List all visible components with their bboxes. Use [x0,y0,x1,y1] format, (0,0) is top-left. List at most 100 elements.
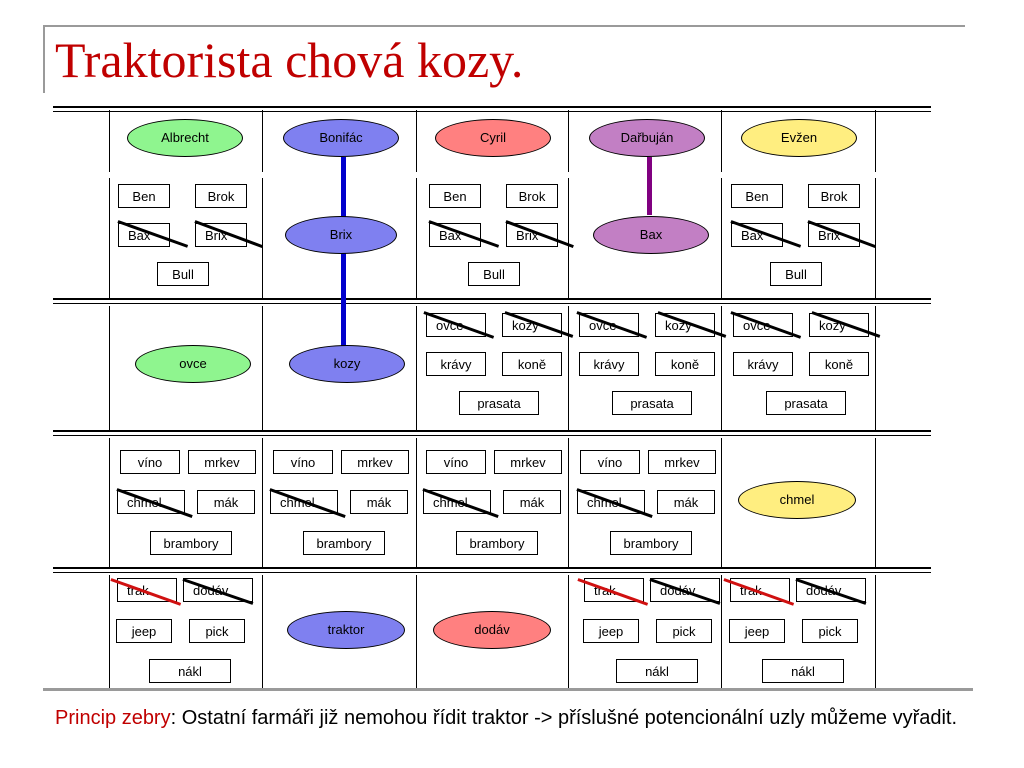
crop-brambory-darbujan: brambory [610,531,692,555]
farmer-0: Albrecht [127,119,243,157]
column-line-5-4 [875,575,876,690]
crop-vino-cyril: víno [426,450,486,474]
crop-mak-darbujan: mák [657,490,715,514]
crop-mak-bonifac: mák [350,490,408,514]
caption-highlight: Princip zebry [55,707,171,729]
animal-prasata-cyril: prasata [459,391,539,415]
column-line-4-0 [721,110,722,172]
assigned-chmel: chmel [738,481,856,519]
crop-mrkev-cyril: mrkev [494,450,562,474]
column-line-0-4 [109,575,110,690]
assigned-brix: Brix [285,216,397,254]
assigned-bax: Bax [593,216,709,254]
link-bonifac-brix [341,157,346,219]
caption-text: : Ostatní farmáři již nemohou řídit trak… [170,707,958,729]
dog-bull-albrecht: Bull [157,262,209,286]
column-line-2-1 [416,178,417,300]
dog-brok-albrecht: Brok [195,184,247,208]
dog-ben-albrecht: Ben [118,184,170,208]
animal-ovce-darbujan: ovce [579,313,639,337]
dog-bull-cyril: Bull [468,262,520,286]
dog-brok-cyril: Brok [506,184,558,208]
column-line-5-3 [875,438,876,569]
animal-kravy-darbujan: krávy [579,352,639,376]
column-line-2-4 [416,575,417,690]
crop-mak-albrecht: mák [197,490,255,514]
animal-kozy-evzen: kozy [809,313,869,337]
animal-kozy-cyril: kozy [502,313,562,337]
column-line-3-4 [568,575,569,690]
vehicle-jeep-evzen: jeep [729,619,785,643]
animal-kone-cyril: koně [502,352,562,376]
vehicle-nakl-albrecht: nákl [149,659,231,683]
column-line-1-3 [262,438,263,569]
dog-brok-evzen: Brok [808,184,860,208]
column-line-5-0 [875,110,876,172]
animal-kone-darbujan: koně [655,352,715,376]
crop-vino-darbujan: víno [580,450,640,474]
column-line-3-0 [568,110,569,172]
column-line-4-4 [721,575,722,690]
vehicle-jeep-darbujan: jeep [583,619,639,643]
vehicle-nakl-evzen: nákl [762,659,844,683]
vehicle-pick-albrecht: pick [189,619,245,643]
column-line-4-2 [721,306,722,432]
column-line-4-3 [721,438,722,569]
vehicle-pick-evzen: pick [802,619,858,643]
column-line-1-4 [262,575,263,690]
assigned-ovce: ovce [135,345,251,383]
animal-kone-evzen: koně [809,352,869,376]
column-line-2-0 [416,110,417,172]
assigned-traktor: traktor [287,611,405,649]
column-line-1-1 [262,178,263,300]
farmer-2: Cyril [435,119,551,157]
crop-vino-bonifac: víno [273,450,333,474]
crop-vino-albrecht: víno [120,450,180,474]
dog-brix-evzen: Brix [808,223,860,247]
row-separator-1 [53,298,931,304]
column-line-0-1 [109,178,110,300]
crop-brambory-albrecht: brambory [150,531,232,555]
dog-brix-cyril: Brix [506,223,558,247]
link-darbujan-bax [647,157,652,215]
dog-bull-evzen: Bull [770,262,822,286]
vehicle-jeep-albrecht: jeep [116,619,172,643]
column-line-2-3 [416,438,417,569]
column-line-3-1 [568,178,569,300]
frame-top-border [43,25,965,27]
row-separator-2 [53,430,931,436]
crop-brambory-bonifac: brambory [303,531,385,555]
slide-title: Traktorista chová kozy. [55,32,524,88]
crop-mrkev-albrecht: mrkev [188,450,256,474]
farmer-3: Dařbuján [589,119,705,157]
animal-kozy-darbujan: kozy [655,313,715,337]
assigned-kozy: kozy [289,345,405,383]
dog-ben-cyril: Ben [429,184,481,208]
link-brix-kozy [341,252,346,347]
column-line-0-3 [109,438,110,569]
dog-brix-albrecht: Brix [195,223,247,247]
dog-ben-evzen: Ben [731,184,783,208]
crop-mrkev-bonifac: mrkev [341,450,409,474]
crop-mrkev-darbujan: mrkev [648,450,716,474]
animal-kravy-evzen: krávy [733,352,793,376]
frame-left-border [43,25,45,93]
vehicle-nakl-darbujan: nákl [616,659,698,683]
column-line-2-2 [416,306,417,432]
bottom-rule [43,688,973,691]
column-line-5-1 [875,178,876,300]
column-line-1-0 [262,110,263,172]
farmer-4: Evžen [741,119,857,157]
column-line-5-2 [875,306,876,432]
crop-brambory-cyril: brambory [456,531,538,555]
farmer-1: Bonifác [283,119,399,157]
vehicle-pick-darbujan: pick [656,619,712,643]
animal-ovce-cyril: ovce [426,313,486,337]
column-line-0-2 [109,306,110,432]
crop-mak-cyril: mák [503,490,561,514]
column-line-0-0 [109,110,110,172]
row-separator-0 [53,106,931,112]
column-line-3-2 [568,306,569,432]
row-separator-3 [53,567,931,573]
column-line-4-1 [721,178,722,300]
